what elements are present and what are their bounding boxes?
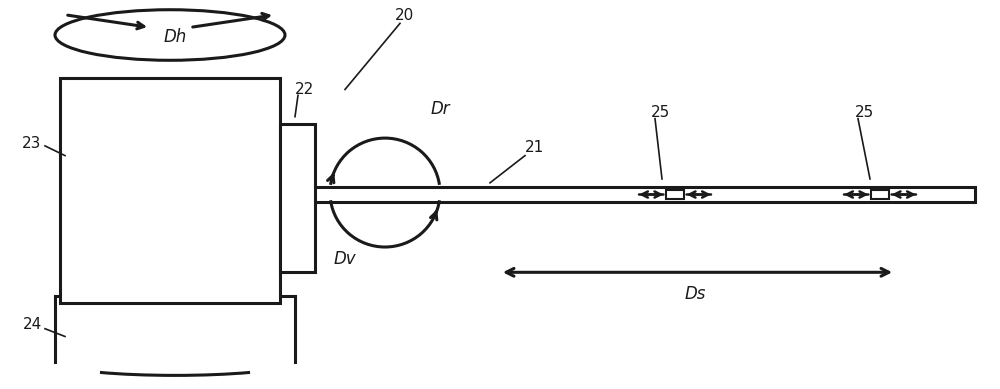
Text: Dv: Dv — [334, 250, 356, 268]
Text: Dh: Dh — [163, 28, 187, 46]
Text: 21: 21 — [525, 140, 545, 155]
Bar — [60, 78, 280, 303]
Text: 25: 25 — [855, 105, 875, 120]
Text: 20: 20 — [395, 8, 415, 23]
Text: Ds: Ds — [684, 285, 706, 303]
Text: 24: 24 — [22, 317, 42, 332]
Text: 23: 23 — [22, 137, 42, 151]
Text: Dr: Dr — [430, 100, 450, 118]
Bar — [280, 124, 315, 272]
Bar — [666, 190, 684, 199]
Text: 25: 25 — [650, 105, 670, 120]
Bar — [871, 190, 889, 199]
Text: 22: 22 — [295, 82, 315, 97]
